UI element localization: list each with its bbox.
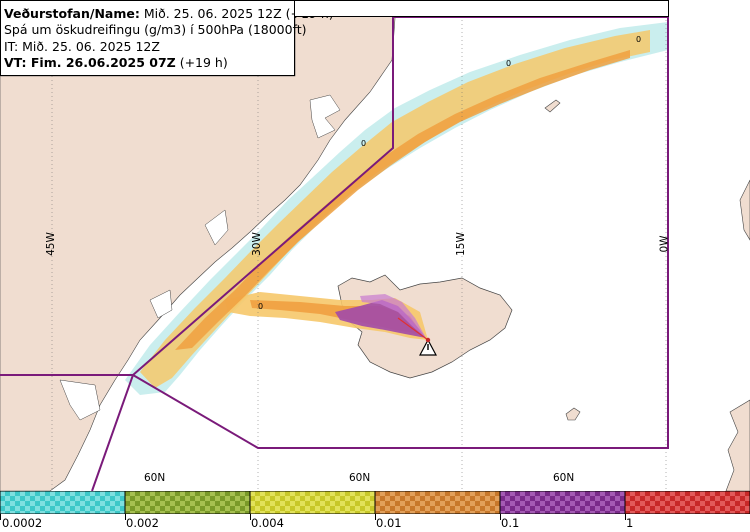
legend-tick xyxy=(500,514,501,520)
issuer-line: Veðurstofan/Name: Mið. 25. 06. 2025 12Z … xyxy=(4,6,334,22)
legend-level-label: 1 xyxy=(626,516,634,530)
contour-label: 0 xyxy=(636,35,642,44)
longitude-label-0w: 0W xyxy=(658,235,671,253)
concentration-legend: 0.0002 0.002 0.004 0.01 0.1 1 xyxy=(0,491,750,532)
latitude-label-60n: 60N xyxy=(553,472,575,484)
scotland-coast xyxy=(725,399,750,492)
latitude-label-60n: 60N xyxy=(349,472,371,484)
greenland-fjord xyxy=(59,379,101,421)
legend-swatch xyxy=(249,491,376,514)
legend-level-label: 0.0002 xyxy=(2,516,43,530)
volcano-vent-marker xyxy=(425,337,431,343)
map-top-frame xyxy=(295,0,669,17)
longitude-label-30w: 30W xyxy=(250,232,263,256)
contour-label: 0 xyxy=(361,139,367,148)
issue-time: IT: Mið. 25. 06. 2025 12Z xyxy=(4,38,160,54)
issuer-time: Mið. 25. 06. 2025 12Z (+19 h) xyxy=(139,6,334,21)
legend-swatch xyxy=(0,491,126,514)
legend-tick xyxy=(250,514,251,520)
jan-mayen-island xyxy=(544,99,561,113)
legend-swatch xyxy=(124,491,251,514)
greenland-fjord xyxy=(309,94,341,139)
legend-tick xyxy=(125,514,126,520)
valid-time: VT: Fim. 26.06.2025 07Z xyxy=(4,54,176,70)
issuer-label: Veðurstofan/Name: xyxy=(4,6,140,21)
fir-boundary xyxy=(0,16,669,492)
greenland-fjord xyxy=(204,209,229,246)
valid-time-offset: (+19 h) xyxy=(175,54,228,70)
ash-plume-high xyxy=(335,300,426,338)
longitude-label-45w: 45W xyxy=(44,232,57,256)
legend-tick xyxy=(625,514,626,520)
warning-triangle-icon xyxy=(419,338,437,356)
latitude-label-60n: 60N xyxy=(144,472,166,484)
legend-level-label: 0.1 xyxy=(501,516,520,530)
contour-label: 0 xyxy=(506,59,512,68)
product-description: Spá um öskudreifingu (g/m3) í 500hPa (18… xyxy=(4,22,307,38)
legend-color-bar xyxy=(0,491,750,514)
longitude-label-15w: 15W xyxy=(454,232,467,256)
greenland-fjord xyxy=(149,289,173,319)
norway-coast xyxy=(739,179,750,241)
ash-plume-high-edge xyxy=(360,294,426,338)
valid-time-line: VT: Fim. 26.06.2025 07Z (+19 h) xyxy=(4,55,294,71)
legend-level-label: 0.01 xyxy=(376,516,402,530)
legend-tick xyxy=(375,514,376,520)
legend-swatch xyxy=(374,491,501,514)
forecast-info-box: Veðurstofan/Name: Mið. 25. 06. 2025 12Z … xyxy=(0,0,334,76)
legend-tick xyxy=(0,514,1,520)
faroe-islands xyxy=(565,407,581,421)
legend-level-label: 0.004 xyxy=(251,516,284,530)
graticule xyxy=(51,20,667,491)
legend-swatch xyxy=(624,491,750,514)
legend-level-label: 0.002 xyxy=(126,516,159,530)
ash-plume-light xyxy=(140,30,650,388)
legend-swatch xyxy=(499,491,626,514)
contour-label: 0 xyxy=(258,302,264,311)
volcano-source-line xyxy=(397,317,429,341)
